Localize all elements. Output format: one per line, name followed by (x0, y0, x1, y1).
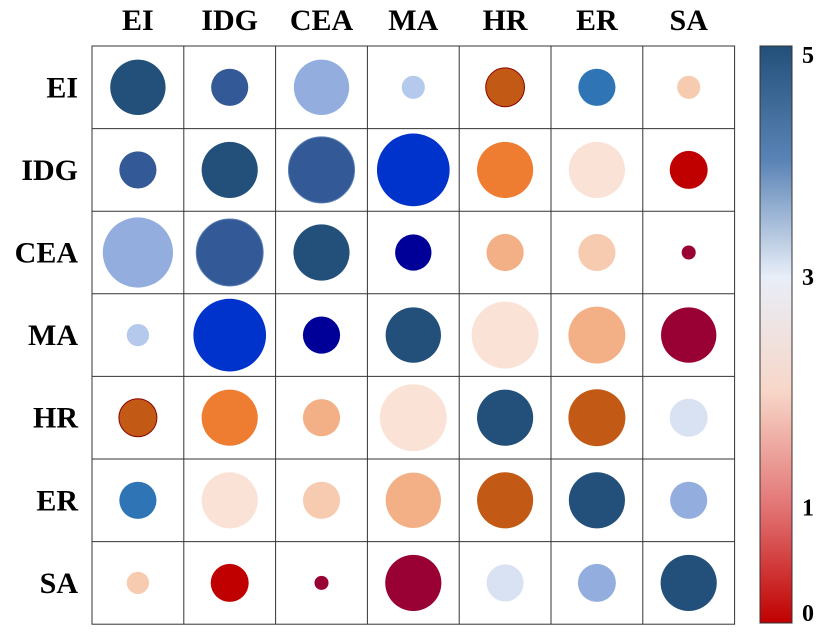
bubble-ei-ma (401, 75, 425, 99)
bubble-cea-idg (195, 218, 264, 287)
bubble-hr-hr (477, 389, 534, 446)
bubble-cea-ei (102, 217, 174, 288)
bubble-sa-ma (385, 554, 442, 611)
bubble-er-idg (201, 472, 258, 529)
axis-labels: EI IDG CEA MA HR ER SA EI IDG CEA MA HR ER SA (15, 4, 709, 600)
bubble-hr-cea (302, 399, 341, 437)
bubble-idg-cea (287, 136, 356, 204)
colorbar-tick-1: 1 (802, 496, 814, 522)
column-label-ei: EI (122, 4, 154, 37)
bubble-sa-idg (210, 563, 249, 602)
bubble-ma-cea (302, 316, 341, 354)
bubble-ma-idg (193, 298, 267, 372)
bubble-idg-sa (669, 150, 708, 189)
row-label-sa: SA (40, 567, 79, 600)
bubble-hr-ma (379, 384, 447, 452)
bubble-sa-hr (486, 564, 524, 602)
colorbar: 5 3 1 0 (759, 43, 814, 627)
bubble-ei-hr (485, 67, 526, 108)
bubble-sa-sa (660, 554, 717, 611)
bubble-er-er (568, 472, 625, 529)
bubble-hr-idg (201, 389, 258, 446)
bubble-er-ei (119, 481, 157, 519)
bubble-idg-ei (119, 151, 157, 189)
bubble-cea-cea (293, 224, 350, 281)
matrix-grid (91, 45, 736, 625)
bubble-er-ma (385, 472, 441, 528)
bubble-hr-ei (118, 398, 158, 438)
colorbar-gradient (759, 45, 793, 624)
bubble-hr-er (568, 389, 626, 447)
bubble-ei-er (578, 68, 616, 106)
bubble-idg-er (568, 141, 625, 198)
column-label-er: ER (576, 4, 618, 37)
bubble-sa-er (577, 563, 616, 602)
row-label-cea: CEA (15, 237, 79, 270)
bubble-layer (102, 59, 717, 611)
row-label-er: ER (36, 484, 78, 517)
bubble-er-cea (302, 481, 341, 519)
bubble-ma-ma (385, 307, 441, 363)
bubble-ma-sa (661, 307, 717, 363)
bubble-cea-ma (395, 234, 432, 271)
row-label-ma: MA (28, 319, 78, 352)
column-label-ma: MA (388, 4, 438, 37)
bubble-ma-er (568, 306, 626, 364)
row-label-idg: IDG (21, 154, 78, 187)
bubble-ma-ei (126, 323, 150, 347)
bubble-er-sa (670, 481, 708, 519)
colorbar-tick-0: 0 (802, 601, 814, 627)
bubble-sa-cea (314, 575, 329, 590)
bubble-cea-er (578, 233, 616, 272)
grid-border (91, 45, 736, 625)
column-label-cea: CEA (290, 4, 354, 37)
bubble-cea-sa (681, 245, 696, 260)
column-label-hr: HR (483, 4, 528, 37)
column-label-sa: SA (670, 4, 709, 37)
row-label-hr: HR (33, 402, 78, 435)
row-label-ei: EI (46, 71, 78, 104)
bubble-idg-ma (376, 133, 450, 207)
bubble-ei-cea (293, 59, 350, 115)
bubble-ma-hr (471, 301, 539, 369)
bubble-idg-hr (477, 141, 534, 198)
bubble-hr-sa (669, 398, 708, 437)
colorbar-tick-3: 3 (802, 265, 814, 291)
bubble-er-hr (477, 472, 534, 529)
bubble-sa-ei (126, 571, 150, 595)
bubble-idg-idg (201, 141, 258, 198)
bubble-ei-sa (677, 75, 701, 99)
column-label-idg: IDG (201, 4, 258, 37)
bubble-cea-hr (486, 233, 524, 272)
colorbar-tick-5: 5 (802, 43, 814, 69)
bubble-ei-ei (110, 59, 166, 115)
bubble-ei-idg (211, 68, 249, 106)
